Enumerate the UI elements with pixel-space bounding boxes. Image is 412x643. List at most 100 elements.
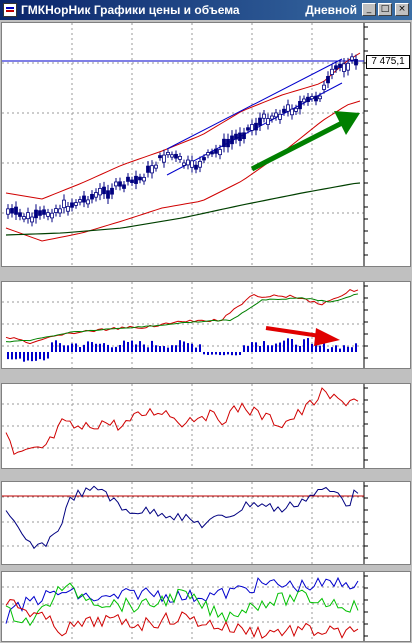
maximize-button[interactable]: □ [378, 3, 392, 16]
candle [310, 96, 314, 100]
chart-app-icon[interactable] [3, 3, 17, 17]
histogram-bar [107, 344, 109, 352]
histogram-bar [239, 352, 241, 355]
histogram-bar [303, 339, 305, 352]
candle [342, 63, 346, 72]
histogram-bar [15, 352, 17, 360]
minimize-button[interactable]: _ [362, 3, 376, 16]
histogram-bar [323, 343, 325, 352]
histogram-bar [331, 347, 333, 352]
histogram-bar [263, 341, 265, 352]
candle [18, 212, 22, 217]
histogram-bar [19, 352, 21, 359]
candle [50, 212, 54, 219]
histogram-bar [267, 345, 269, 352]
candle [226, 138, 230, 148]
histogram-bar [103, 343, 105, 352]
candle [114, 181, 118, 187]
candle [218, 149, 222, 156]
candle [26, 212, 30, 220]
close-button[interactable]: × [395, 3, 409, 16]
candle [334, 65, 338, 70]
histogram-bar [67, 345, 69, 352]
histogram-bar [307, 338, 309, 352]
candle [274, 112, 278, 118]
histogram-bar [355, 343, 357, 352]
candle [290, 108, 294, 116]
histogram-bar [43, 352, 45, 361]
histogram-bar [187, 343, 189, 352]
histogram-bar [283, 340, 285, 352]
indicator-pane-3[interactable] [1, 383, 411, 469]
indicator-pane-4[interactable] [1, 481, 411, 565]
macd-chart [2, 282, 368, 368]
histogram-bar [135, 344, 137, 352]
histogram-bar [295, 344, 297, 352]
candle [98, 188, 102, 196]
candle [10, 208, 14, 214]
histogram-bar [223, 352, 225, 356]
candle [170, 154, 174, 158]
candle [206, 152, 210, 156]
candle [14, 206, 18, 215]
candle [266, 118, 270, 125]
oscillator-line [5, 387, 359, 456]
candle [278, 113, 282, 120]
candle [222, 138, 226, 148]
histogram-bar [35, 352, 37, 361]
histogram-bar [51, 342, 53, 352]
candle [282, 108, 286, 113]
candle [126, 176, 130, 182]
candle [62, 199, 66, 209]
histogram-bar [143, 344, 145, 352]
bollinger-lower-line [5, 100, 361, 242]
candle [230, 135, 234, 145]
histogram-bar [159, 346, 161, 352]
histogram-bar [55, 340, 57, 352]
histogram-bar [119, 344, 121, 352]
indicator-pane-5[interactable] [1, 571, 411, 642]
indicator-chart-4 [2, 482, 368, 564]
candle [210, 151, 214, 155]
candle [318, 95, 322, 100]
candle [74, 202, 78, 206]
candle [130, 179, 134, 183]
histogram-bar [231, 352, 233, 356]
candle [286, 104, 290, 112]
candle [150, 165, 154, 174]
candle [78, 199, 82, 203]
candle [94, 192, 98, 198]
candle [118, 181, 122, 187]
histogram-bar [327, 348, 329, 352]
histogram-bar [75, 343, 77, 352]
histogram-bar [47, 352, 49, 359]
window-title: ГМКНорНик Графики цены и объема [21, 3, 240, 17]
timeframe-label[interactable]: Дневной [305, 3, 357, 17]
candle [254, 122, 258, 131]
price-chart [2, 23, 368, 266]
title-bar: ГМКНорНик Графики цены и объема Дневной … [0, 0, 412, 20]
candle [326, 76, 330, 84]
candle [338, 63, 342, 68]
histogram-bar [83, 344, 85, 352]
histogram-bar [195, 347, 197, 352]
histogram-bar [259, 345, 261, 352]
histogram-bar [191, 343, 193, 352]
histogram-bar [315, 344, 317, 352]
histogram-bar [235, 352, 237, 356]
macd-pane[interactable] [1, 281, 411, 369]
candle [250, 124, 254, 131]
candle [330, 68, 334, 75]
candle [182, 162, 186, 166]
bollinger-upper-line [5, 52, 361, 200]
candle [46, 212, 50, 217]
histogram-bar [123, 340, 125, 352]
candle [306, 96, 310, 103]
candle [138, 176, 142, 181]
histogram-bar [87, 341, 89, 352]
price-chart-pane[interactable]: 7 475,1 [1, 22, 411, 267]
histogram-bar [243, 345, 245, 352]
adx-line [5, 599, 359, 639]
histogram-bar [319, 345, 321, 352]
histogram-bar [171, 345, 173, 352]
